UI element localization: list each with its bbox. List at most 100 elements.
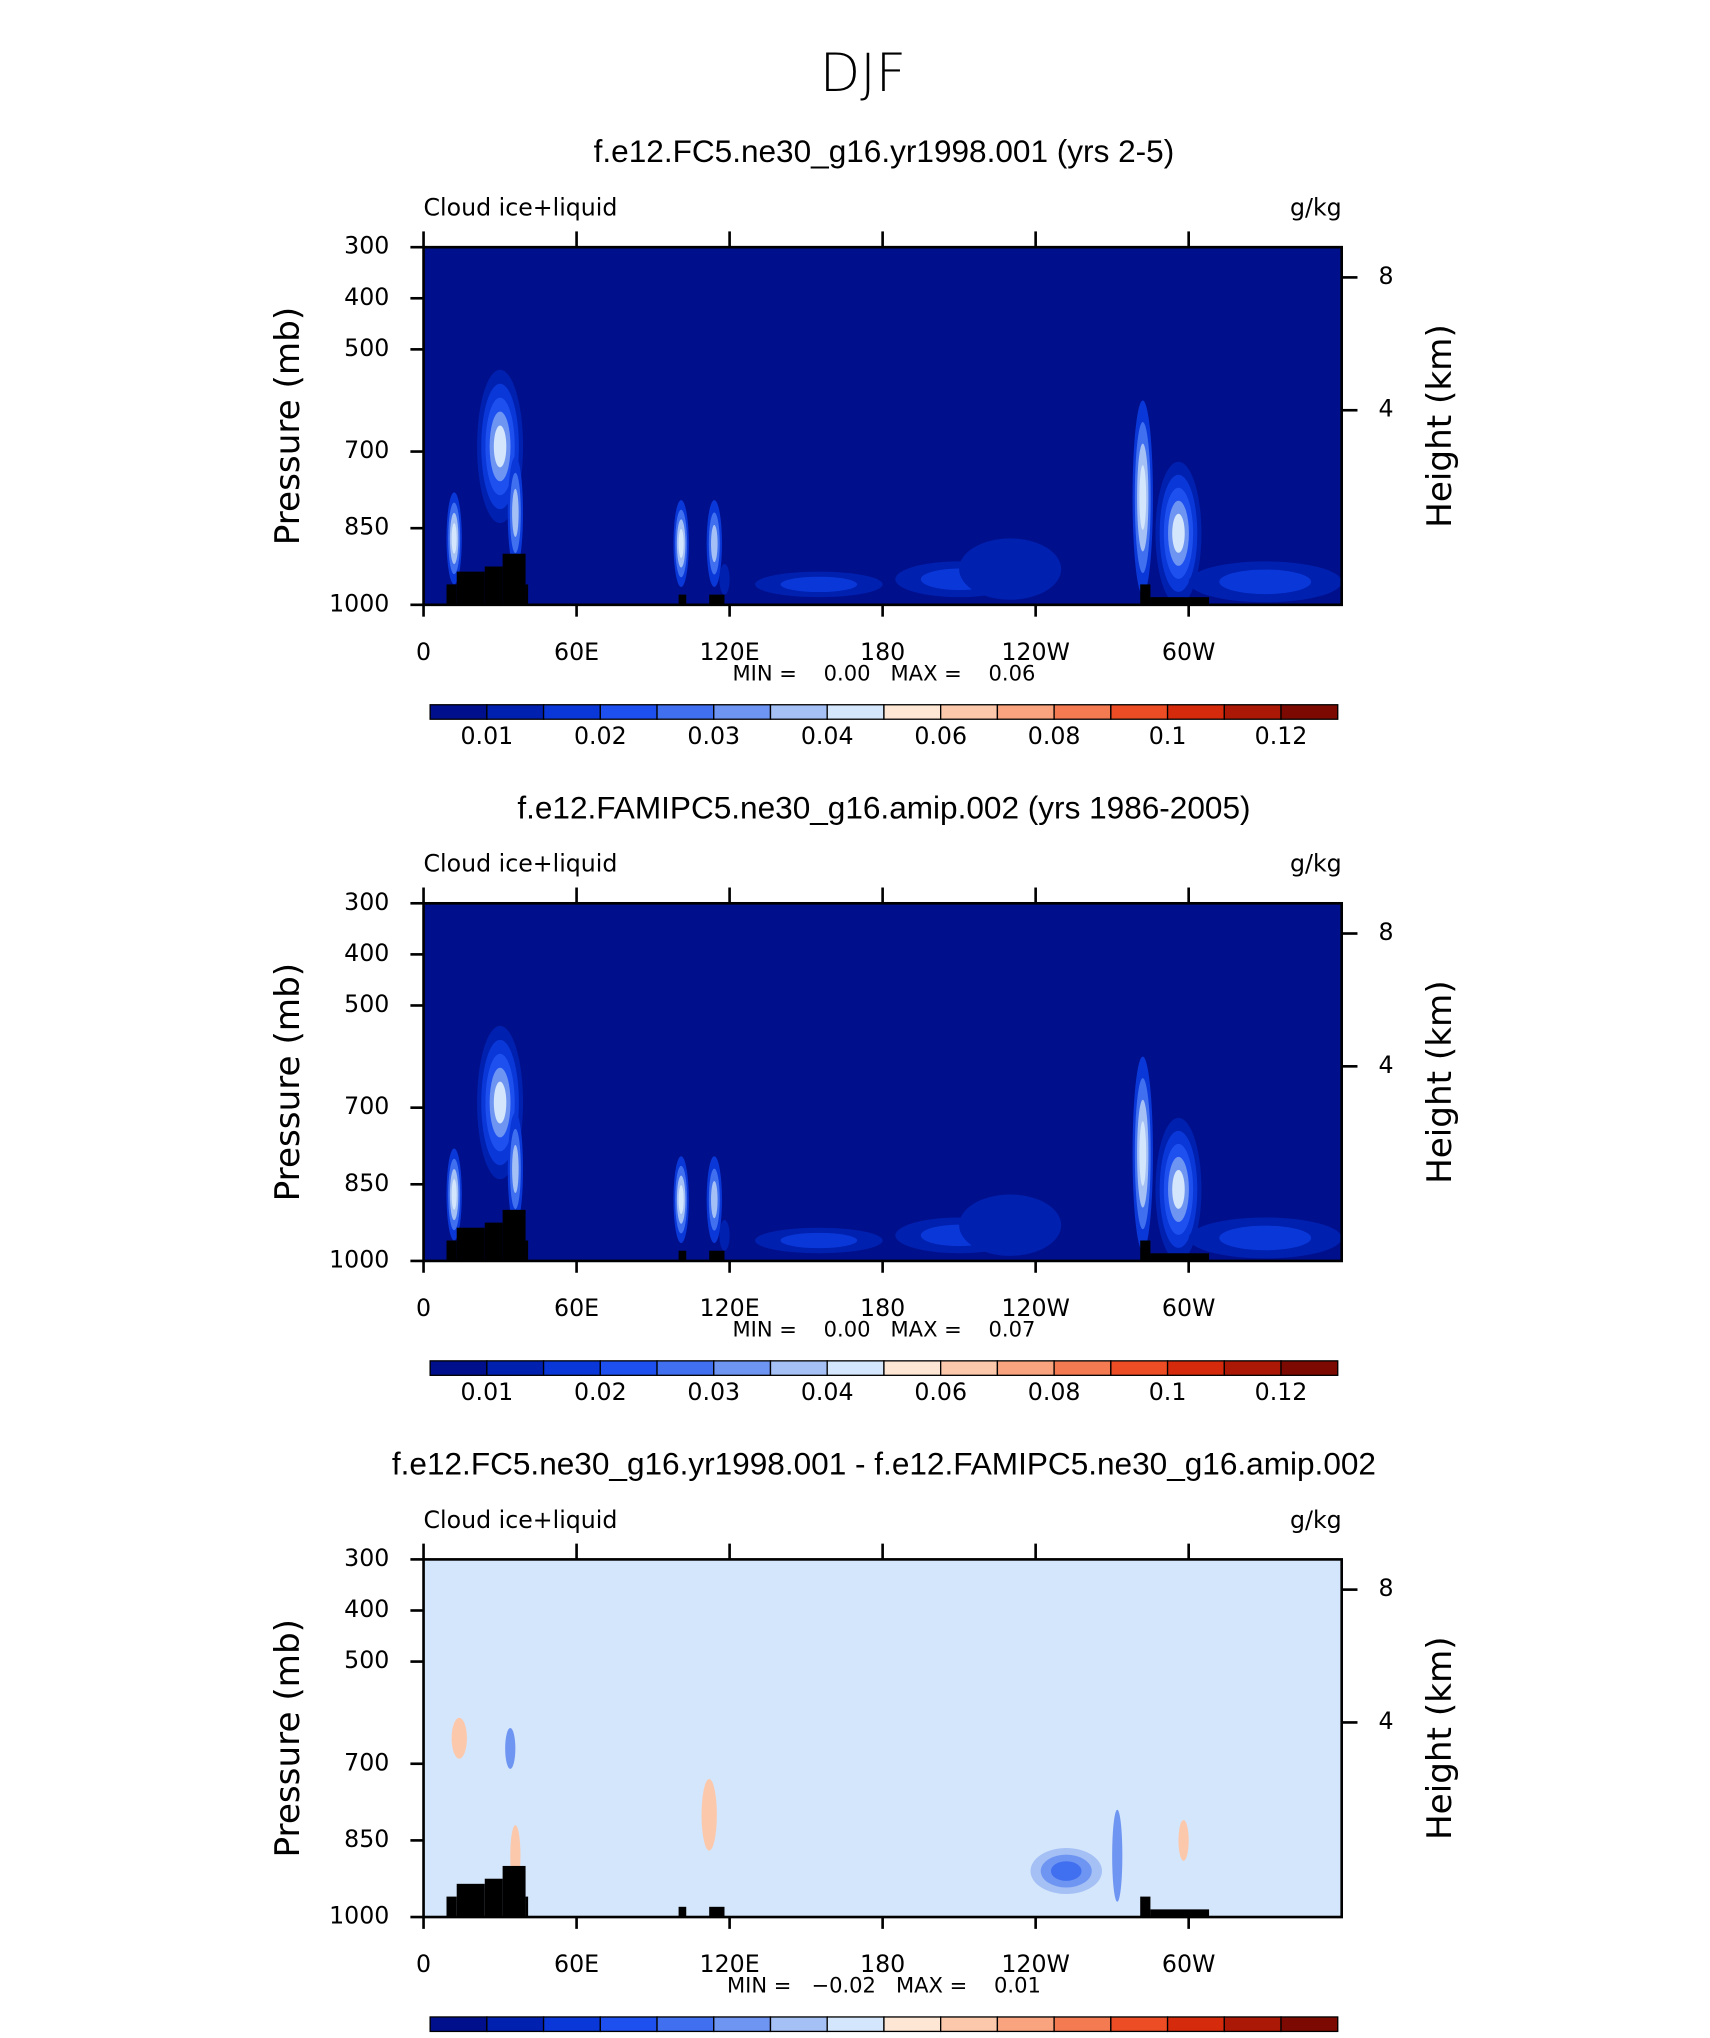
field-contour: [1219, 569, 1312, 595]
colorbar-label: 0.12: [1255, 1378, 1308, 1406]
colorbar-box: [542, 1360, 601, 1376]
x-tick-label: 0: [416, 1950, 431, 1978]
colorbar-label: 0.01: [461, 722, 514, 750]
field-contour: [711, 524, 718, 563]
right-label: g/kg: [1290, 194, 1342, 222]
colorbar-box: [599, 2016, 658, 2033]
x-tick-label: 120W: [1001, 638, 1070, 666]
field-contour: [505, 1727, 516, 1769]
field-contour: [1139, 465, 1147, 530]
y-tick-label: 1000: [329, 589, 389, 617]
colorbar-label: 0.06: [914, 1378, 967, 1406]
y-tick-label: 300: [344, 1544, 389, 1572]
y-tick-label: 700: [344, 1092, 389, 1120]
topography: [1150, 597, 1210, 605]
x-tick-label: 120E: [700, 1294, 760, 1322]
topography: [484, 1878, 503, 1918]
colorbar-label: 0.03: [687, 722, 740, 750]
x-tick-label: 60E: [554, 638, 599, 666]
y2-axis-label: Height (km): [1420, 1636, 1460, 1840]
colorbar-box: [656, 704, 715, 720]
colorbar-box: [1223, 1360, 1282, 1376]
figure-title: DJF: [820, 43, 906, 104]
colorbar-label: 0.05: [1198, 2034, 1251, 2038]
x-tick-label: 60E: [554, 1294, 599, 1322]
colorbar-box: [883, 704, 942, 720]
colorbar-box: [429, 2016, 488, 2033]
colorbar-box: [656, 1360, 715, 1376]
colorbar-box: [769, 704, 828, 720]
y2-tick-label: 8: [1379, 918, 1394, 946]
y-tick-label: 850: [344, 1825, 389, 1853]
topography: [502, 1865, 526, 1918]
colorbar-box: [826, 2016, 885, 2033]
colorbar-box: [1053, 704, 1112, 720]
x-tick-label: 120E: [700, 638, 760, 666]
y-tick-label: 500: [344, 990, 389, 1018]
topography: [1150, 1909, 1210, 1918]
field-background: [423, 903, 1342, 1261]
right-label: g/kg: [1290, 850, 1342, 878]
field-background: [423, 247, 1342, 605]
colorbar-box: [769, 1360, 828, 1376]
topography: [525, 584, 529, 605]
colorbar-label: 0.01: [971, 2034, 1024, 2038]
x-tick-label: 0: [416, 638, 431, 666]
colorbar-box: [1166, 1360, 1225, 1376]
colorbar-box: [713, 704, 772, 720]
topography: [678, 1906, 687, 1918]
field-contour: [959, 1194, 1062, 1256]
colorbar-box: [940, 1360, 999, 1376]
topography: [456, 571, 485, 605]
colorbar-box: [429, 1360, 488, 1376]
y2-tick-label: 4: [1379, 395, 1394, 423]
y-tick-label: 400: [344, 939, 389, 967]
field-contour: [451, 1717, 467, 1759]
y2-tick-label: 8: [1379, 1574, 1394, 1602]
right-label: g/kg: [1290, 1506, 1342, 1534]
colorbar-box: [996, 704, 1055, 720]
colorbar-box: [1280, 1360, 1339, 1376]
topography: [525, 1240, 529, 1261]
colorbar-label: 0.04: [801, 1378, 854, 1406]
topography: [446, 1240, 457, 1261]
field-contour: [780, 576, 858, 593]
colorbar-box: [883, 2016, 942, 2033]
colorbar-box: [940, 2016, 999, 2033]
stats: MIN = −0.02 MAX = 0.01: [727, 1973, 1041, 1998]
contour-field: [423, 903, 1342, 1261]
topography: [709, 1250, 725, 1261]
topography: [678, 594, 687, 605]
topography: [446, 1896, 457, 1918]
colorbar-box: [826, 704, 885, 720]
field-contour: [780, 1232, 858, 1249]
field-contour: [1112, 1809, 1123, 1902]
field-contour: [1050, 1861, 1082, 1881]
field-contour: [1139, 1121, 1147, 1186]
colorbar-label: 0.12: [1255, 722, 1308, 750]
colorbar-label: 0.06: [914, 722, 967, 750]
y2-tick-label: 8: [1379, 262, 1394, 290]
colorbar-box: [599, 704, 658, 720]
y-axis-label: Pressure (mb): [268, 307, 308, 545]
y2-axis-label: Height (km): [1420, 980, 1460, 1184]
y-tick-label: 300: [344, 232, 389, 260]
topography: [1140, 1896, 1151, 1918]
x-tick-label: 120W: [1001, 1294, 1070, 1322]
y-tick-label: 700: [344, 1748, 389, 1776]
colorbar-box: [1166, 2016, 1225, 2033]
x-tick-label: 180: [860, 1294, 905, 1322]
colorbar-box: [883, 1360, 942, 1376]
field-contour: [711, 1181, 718, 1219]
colorbar-label: 0.02: [574, 1378, 627, 1406]
left-label: Cloud ice+liquid: [424, 1506, 618, 1534]
x-tick-label: 180: [860, 1950, 905, 1978]
colorbar-box: [1280, 2016, 1339, 2033]
topography: [678, 1250, 687, 1261]
topography: [1150, 1253, 1210, 1261]
y-tick-label: 500: [344, 334, 389, 362]
contour-field: [423, 247, 1342, 605]
x-tick-label: 60W: [1162, 1294, 1216, 1322]
field-contour: [1172, 513, 1185, 553]
topography: [502, 553, 526, 605]
